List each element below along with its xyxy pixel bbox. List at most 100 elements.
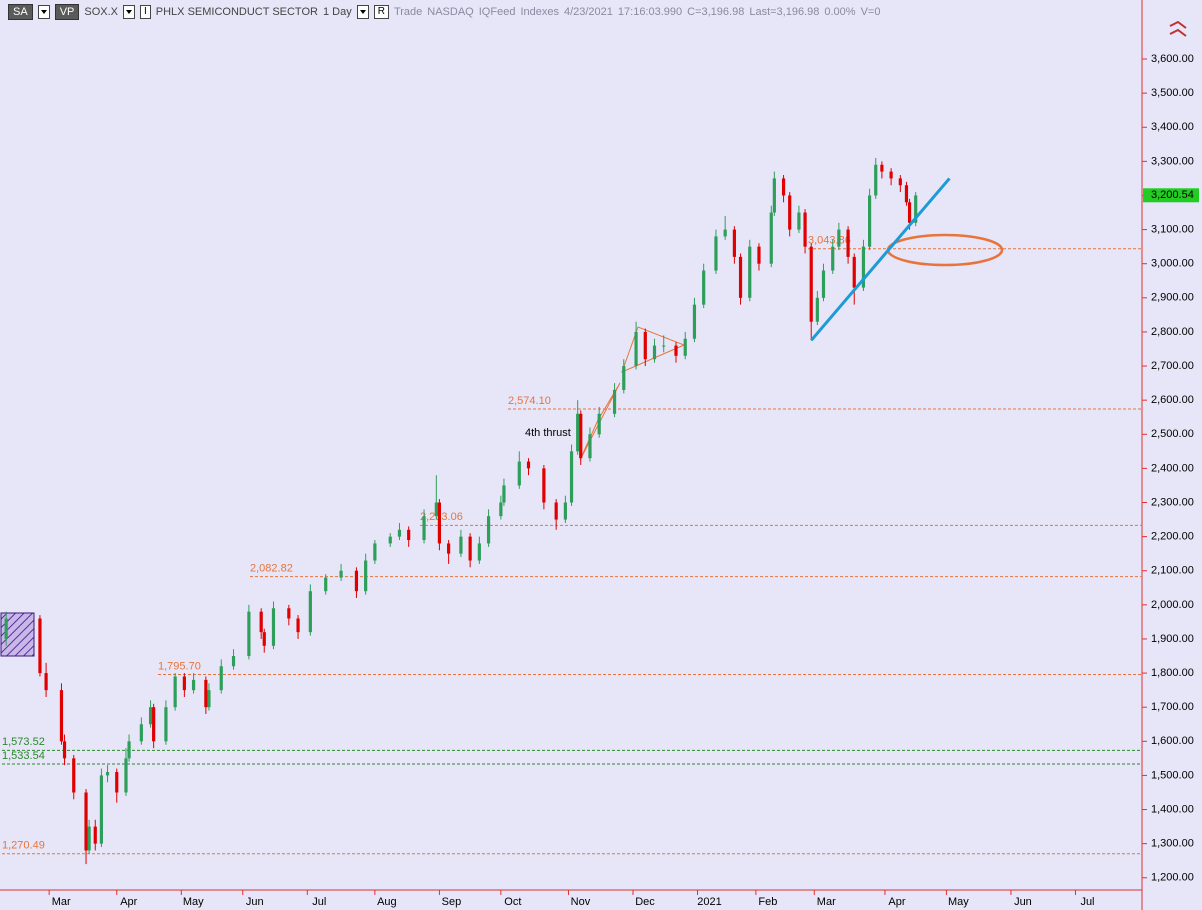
level-label: 1,795.70 xyxy=(158,660,201,672)
y-tick-label: 1,900.00 xyxy=(1151,633,1194,645)
instrument-name: PHLX SEMICONDUCT SECTOR xyxy=(155,6,318,18)
y-tick-label: 3,100.00 xyxy=(1151,223,1194,235)
candle-body xyxy=(898,178,902,186)
x-tick-label: Jul xyxy=(312,896,326,908)
candle-body xyxy=(262,632,266,646)
candle-body xyxy=(4,618,8,639)
candle-body xyxy=(769,212,773,264)
x-tick-label: Apr xyxy=(888,896,905,908)
toggle[interactable]: R xyxy=(373,5,389,19)
candle-body xyxy=(84,792,88,851)
y-tick-label: 2,700.00 xyxy=(1151,360,1194,372)
candle-body xyxy=(397,529,402,537)
candle-body xyxy=(674,345,678,356)
candle-body xyxy=(788,195,792,230)
x-tick-label: Oct xyxy=(504,896,521,908)
candle-body xyxy=(422,516,426,541)
level-label: 1,573.52 xyxy=(2,736,45,748)
candle-body xyxy=(388,536,392,544)
level-label: 2,082.82 xyxy=(250,563,293,575)
candle-body xyxy=(732,229,736,257)
candle-body xyxy=(407,529,411,541)
x-tick-label: Sep xyxy=(442,896,462,908)
level-label: 3,043.86 xyxy=(808,235,851,247)
y-tick-label: 1,700.00 xyxy=(1151,701,1194,713)
y-tick-label: 1,600.00 xyxy=(1151,735,1194,747)
x-tick-label: Nov xyxy=(571,896,591,908)
candle-body xyxy=(434,502,438,517)
symbol[interactable]: SOX.X xyxy=(84,6,118,18)
y-tick-label: 3,500.00 xyxy=(1151,87,1194,99)
candle-body xyxy=(831,246,835,271)
candle-body xyxy=(579,413,583,459)
candle-body xyxy=(542,468,546,503)
dropdown[interactable] xyxy=(356,5,369,19)
dropdown[interactable] xyxy=(123,5,135,19)
quote-field: Trade xyxy=(393,6,423,18)
level-label: 1,533.54 xyxy=(2,750,45,762)
quote-field: 4/23/2021 xyxy=(563,6,613,18)
candle-body xyxy=(821,270,826,298)
quote-fields: Trade NASDAQ IQFeed Indexes 4/23/2021 17:16:0… xyxy=(394,6,881,18)
candle-body xyxy=(468,536,472,561)
x-tick-label: 2021 xyxy=(697,896,721,908)
x-tick-label: Jun xyxy=(1014,896,1032,908)
candle-body xyxy=(662,345,666,347)
x-tick-label: May xyxy=(183,896,204,908)
candle-body xyxy=(576,413,580,452)
candle-body xyxy=(127,741,131,759)
toolbar: SA VP SOX.X I PHLX SEMICONDUCT SECTOR 1 … xyxy=(8,4,880,20)
candle-body xyxy=(152,707,156,742)
candle-body xyxy=(477,543,481,561)
candle-body xyxy=(861,246,866,288)
candle-body xyxy=(364,560,368,592)
quote-field: Indexes xyxy=(520,6,559,18)
candle-body xyxy=(502,485,506,503)
candle-body xyxy=(308,591,312,633)
y-tick-label: 2,000.00 xyxy=(1151,599,1194,611)
level-label: 1,270.49 xyxy=(2,840,45,852)
dropdown[interactable] xyxy=(37,5,50,19)
candle-body xyxy=(874,164,878,196)
x-tick-label: Mar xyxy=(817,896,836,908)
candle-body xyxy=(692,304,697,339)
candle-body xyxy=(652,345,657,360)
y-tick-label: 2,800.00 xyxy=(1151,326,1194,338)
candle-body xyxy=(569,451,574,503)
candle-body xyxy=(191,679,196,691)
level-label: 2,233.06 xyxy=(420,511,463,523)
trendline xyxy=(810,177,951,342)
y-tick-label: 3,600.00 xyxy=(1151,53,1194,65)
candle-body xyxy=(182,676,186,691)
candle-body xyxy=(781,178,786,196)
candle-body xyxy=(59,690,64,742)
toggle[interactable]: I xyxy=(140,5,151,19)
candle-body xyxy=(447,543,451,554)
candle-body xyxy=(889,171,893,179)
candle-body xyxy=(231,656,236,667)
x-tick-label: Feb xyxy=(758,896,777,908)
candle-body xyxy=(914,195,918,223)
candle-body xyxy=(683,338,687,356)
candle-body xyxy=(207,690,211,708)
candle-body xyxy=(597,413,601,435)
candle-body xyxy=(62,741,67,759)
candle-body xyxy=(486,516,491,544)
candle-body xyxy=(105,772,110,776)
candle-body xyxy=(139,724,143,742)
candle-body xyxy=(588,434,592,459)
y-tick-label: 1,200.00 xyxy=(1151,872,1194,884)
y-tick-label: 2,300.00 xyxy=(1151,496,1194,508)
button[interactable]: VP xyxy=(54,4,80,20)
y-tick-label: 1,800.00 xyxy=(1151,667,1194,679)
candle-body xyxy=(437,502,442,544)
candle-body xyxy=(612,389,617,414)
button[interactable]: SA xyxy=(8,4,33,20)
candle-body xyxy=(526,461,531,469)
candle-body xyxy=(797,212,801,230)
candle-body xyxy=(99,775,104,844)
candle-body xyxy=(714,236,718,271)
candle-body xyxy=(517,461,521,486)
candle-body xyxy=(772,178,776,213)
